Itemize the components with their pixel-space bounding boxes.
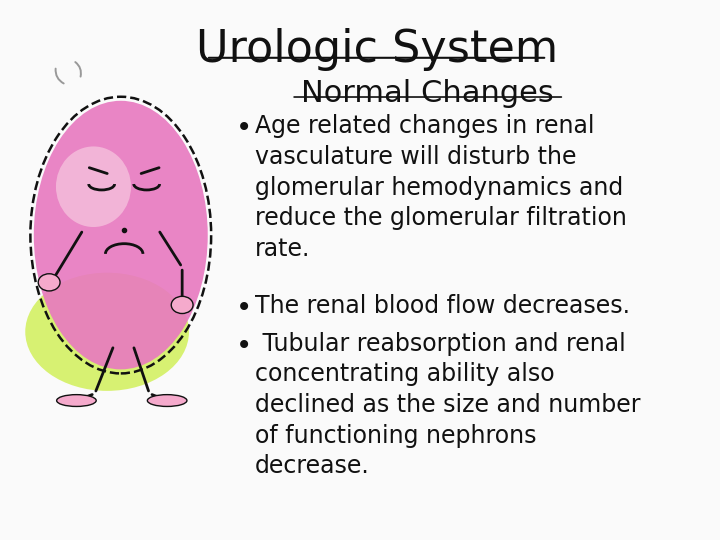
Circle shape — [38, 274, 60, 291]
Ellipse shape — [56, 146, 131, 227]
Circle shape — [171, 296, 193, 314]
Ellipse shape — [25, 273, 189, 391]
Text: •: • — [235, 332, 252, 360]
Text: Urologic System: Urologic System — [196, 28, 557, 71]
Text: Age related changes in renal
vasculature will disturb the
glomerular hemodynamic: Age related changes in renal vasculature… — [255, 114, 627, 261]
Text: Tubular reabsorption and renal
concentrating ability also
declined as the size a: Tubular reabsorption and renal concentra… — [255, 332, 641, 478]
Ellipse shape — [34, 101, 208, 369]
Text: The renal blood flow decreases.: The renal blood flow decreases. — [255, 294, 630, 318]
Text: Normal Changes: Normal Changes — [302, 79, 554, 109]
Text: •: • — [235, 114, 252, 142]
Text: •: • — [235, 294, 252, 322]
Ellipse shape — [148, 395, 187, 407]
Ellipse shape — [57, 395, 96, 407]
